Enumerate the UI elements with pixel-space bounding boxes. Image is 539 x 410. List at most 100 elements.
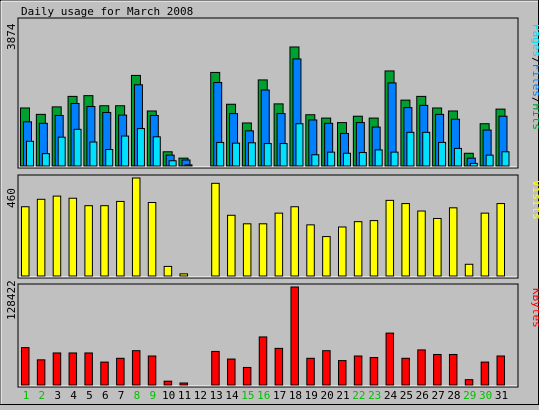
visits-bar-day-3 [52, 195, 62, 277]
x-label-day-22: 22 [352, 389, 365, 402]
visits-bar-day-14 [227, 214, 236, 277]
kbytes-bar-day-2 [36, 359, 46, 386]
visits-bar-day-16 [258, 223, 268, 277]
kbytes-bar-day-8 [131, 350, 141, 386]
kbytes-bar-day-19 [306, 357, 315, 386]
kbytes-bar-day-4 [68, 352, 78, 386]
visits-bar-day-7 [116, 200, 125, 277]
pages-bar-day-3 [57, 136, 66, 167]
visits-bar-day-21 [338, 226, 347, 277]
y-max-label-hits: 3874 [5, 23, 18, 50]
panel-visits [17, 174, 519, 279]
x-label-day-9: 9 [149, 389, 156, 402]
visits-bar-day-23 [369, 220, 379, 277]
kbytes-bar-day-31 [496, 355, 505, 386]
x-label-day-26: 26 [416, 389, 429, 402]
visits-bar-day-19 [306, 224, 315, 277]
visits-bar-day-9 [147, 202, 157, 277]
legend-hits: Hits [530, 104, 539, 131]
kbytes-bar-day-20 [322, 350, 331, 386]
x-label-day-7: 7 [118, 389, 125, 402]
kbytes-bar-day-26 [417, 349, 426, 386]
visits-bar-day-1 [21, 206, 30, 277]
pages-bar-day-2 [41, 153, 50, 167]
x-label-day-8: 8 [134, 389, 141, 402]
visits-bar-day-15 [242, 223, 252, 277]
x-label-day-6: 6 [102, 389, 109, 402]
pages-bar-day-4 [73, 128, 82, 167]
x-label-day-18: 18 [289, 389, 302, 402]
chart-title: Daily usage for March 2008 [21, 5, 193, 18]
kbytes-bar-day-10 [163, 380, 173, 386]
kbytes-bar-day-30 [480, 361, 490, 386]
bars [20, 46, 510, 386]
kbytes-bar-day-24 [385, 332, 395, 386]
pages-bar-day-16 [263, 143, 272, 167]
kbytes-bar-day-9 [147, 355, 157, 386]
pages-bar-day-19 [311, 154, 320, 167]
pages-bar-day-10 [168, 160, 177, 167]
visits-bar-day-13 [211, 182, 220, 277]
visits-bar-day-22 [353, 221, 363, 277]
visits-bar-day-20 [322, 236, 331, 277]
kbytes-bar-day-1 [21, 347, 30, 386]
x-label-day-30: 30 [479, 389, 492, 402]
pages-bar-day-21 [343, 152, 351, 167]
kbytes-bar-day-25 [401, 357, 410, 386]
x-label-day-17: 17 [273, 389, 286, 402]
x-label-day-23: 23 [368, 389, 381, 402]
visits-bar-day-4 [68, 197, 78, 277]
x-label-day-19: 19 [305, 389, 318, 402]
x-axis-labels: 1 2 3 4 5 6 7 8 9 10 11 12 13 14 15 16 17 18 19 20 21 22 23 24 2… [23, 389, 508, 402]
visits-bar-day-26 [417, 210, 426, 277]
x-label-day-28: 28 [447, 389, 460, 402]
legend-pages-files-hits: Pages/Files/Hits [530, 24, 539, 130]
x-label-day-13: 13 [210, 389, 223, 402]
x-label-day-4: 4 [70, 389, 77, 402]
panels [17, 17, 519, 388]
legend-pages: Pages [530, 24, 539, 57]
panel-kbytes [17, 283, 519, 388]
pages-bar-day-5 [89, 141, 98, 167]
x-label-day-24: 24 [384, 389, 398, 402]
pages-bar-day-31 [501, 151, 510, 167]
visits-bar-day-2 [36, 198, 46, 277]
x-label-day-15: 15 [241, 389, 254, 402]
legend-files: Files [530, 64, 539, 97]
pages-bar-day-1 [26, 140, 34, 167]
kbytes-bar-day-3 [52, 352, 62, 386]
visits-bar-day-5 [84, 205, 93, 277]
kbytes-bar-day-23 [369, 357, 379, 386]
pages-bar-day-25 [406, 131, 415, 167]
visits-bar-day-29 [464, 263, 474, 277]
kbytes-bar-day-11 [179, 382, 188, 386]
kbytes-bar-day-29 [464, 379, 474, 386]
pages-bar-day-11 [184, 164, 193, 167]
x-label-day-12: 12 [194, 389, 207, 402]
pages-bar-day-13 [216, 141, 225, 167]
pages-bar-day-20 [327, 151, 336, 167]
visits-bar-day-17 [274, 212, 284, 277]
visits-bar-day-24 [385, 199, 395, 277]
kbytes-bar-day-7 [116, 357, 125, 386]
visits-bar-day-6 [100, 205, 109, 277]
kbytes-bar-day-16 [258, 336, 268, 386]
x-label-day-3: 3 [54, 389, 61, 402]
visits-bar-day-10 [163, 265, 173, 277]
kbytes-bar-day-21 [338, 360, 347, 386]
pages-bar-day-30 [485, 154, 494, 167]
pages-bar-day-15 [247, 142, 256, 167]
kbytes-bar-day-22 [353, 355, 363, 386]
legend-visits: Visits [530, 180, 539, 220]
visits-bar-day-8 [131, 177, 141, 277]
visits-bar-day-28 [448, 207, 458, 277]
x-label-day-20: 20 [321, 389, 334, 402]
x-label-day-14: 14 [225, 389, 239, 402]
y-max-label-kbytes: 128422 [5, 280, 18, 320]
x-label-day-16: 16 [257, 389, 270, 402]
pages-bar-day-28 [453, 147, 462, 167]
visits-bar-day-31 [496, 203, 505, 277]
pages-bar-day-17 [279, 143, 288, 167]
